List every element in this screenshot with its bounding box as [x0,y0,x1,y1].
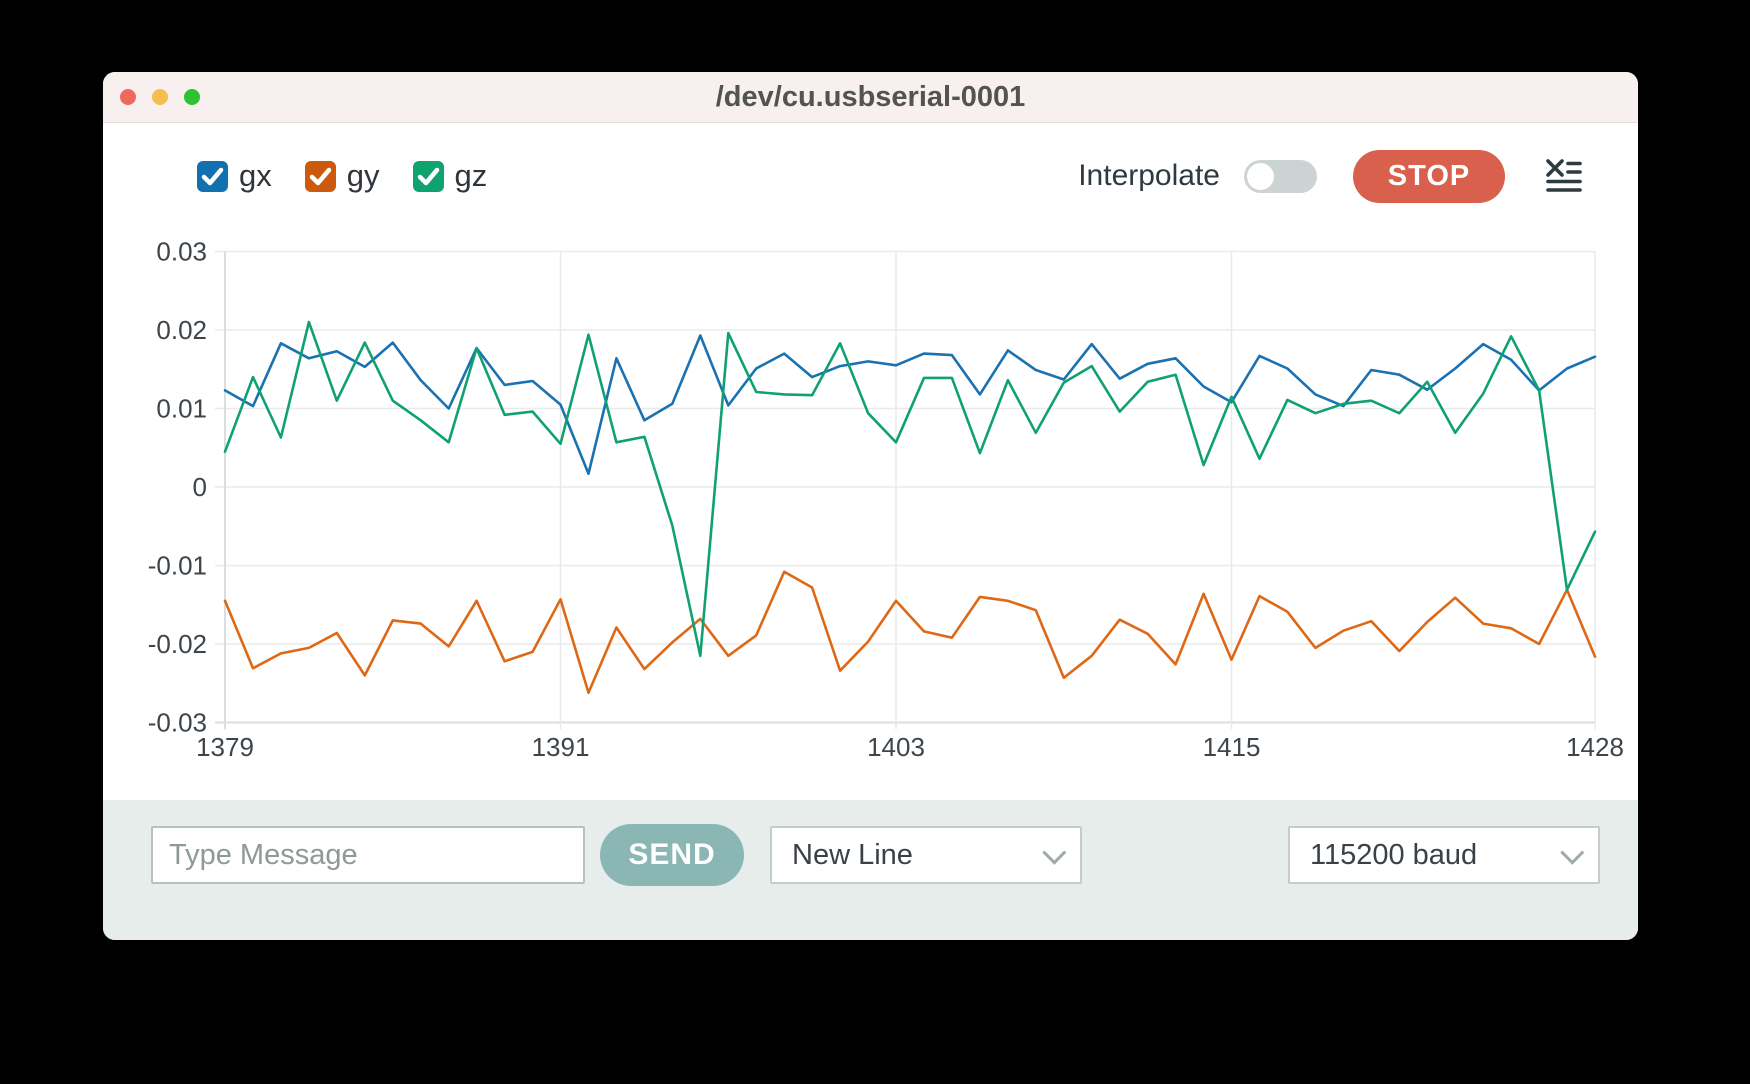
chevron-down-icon [1042,840,1067,865]
toggle-knob-icon [1247,162,1274,190]
baud-rate-value: 115200 baud [1310,838,1478,871]
legend-item-gx[interactable]: gx [197,158,272,194]
line-ending-select[interactable]: New Line [770,826,1082,884]
series-legend: gx gy gz [197,158,487,194]
stop-button[interactable]: STOP [1353,149,1505,203]
legend-label-gy: gy [346,158,380,193]
svg-text:0.01: 0.01 [156,394,207,424]
traffic-lights [120,72,200,122]
legend-item-gz[interactable]: gz [412,158,488,194]
minimize-window-button[interactable] [152,89,168,105]
svg-text:0.02: 0.02 [156,315,207,345]
gz-checkbox[interactable] [412,160,444,192]
interpolate-label: Interpolate [1078,159,1220,192]
svg-text:1415: 1415 [1203,732,1261,762]
gx-checkbox[interactable] [197,160,228,192]
app-window: /dev/cu.usbserial-0001 gx gy [103,72,1638,940]
clear-list-icon [1546,159,1582,192]
message-input[interactable] [151,826,585,884]
checkmark-icon [417,167,439,185]
clear-plot-button[interactable] [1545,157,1583,195]
chevron-down-icon [1560,840,1585,865]
send-button[interactable]: SEND [600,824,744,886]
svg-text:1379: 1379 [196,732,254,762]
svg-text:0: 0 [193,472,207,502]
zoom-window-button[interactable] [184,89,200,105]
close-window-button[interactable] [120,89,136,105]
legend-label-gz: gz [454,158,488,193]
checkmark-icon [201,167,224,185]
title-bar: /dev/cu.usbserial-0001 [103,72,1638,123]
svg-text:-0.02: -0.02 [148,629,207,659]
svg-text:0.03: 0.03 [156,237,207,267]
gy-checkbox[interactable] [304,160,336,192]
legend-item-gy[interactable]: gy [304,158,380,194]
svg-text:1391: 1391 [532,732,590,762]
plot-controls: Interpolate STOP [1078,149,1583,203]
svg-text:1428: 1428 [1566,732,1624,762]
svg-text:-0.01: -0.01 [148,551,207,581]
bottom-bar: SEND New Line 115200 baud [103,800,1638,940]
legend-label-gx: gx [239,158,272,193]
interpolate-toggle[interactable] [1244,159,1317,193]
toolbar-row: gx gy gz Interpolate [197,148,1583,204]
line-ending-value: New Line [792,838,913,871]
svg-text:1403: 1403 [867,732,925,762]
svg-text:-0.03: -0.03 [148,708,207,738]
window-title: /dev/cu.usbserial-0001 [715,80,1026,113]
checkmark-icon [309,167,331,185]
baud-rate-select[interactable]: 115200 baud [1288,826,1600,884]
